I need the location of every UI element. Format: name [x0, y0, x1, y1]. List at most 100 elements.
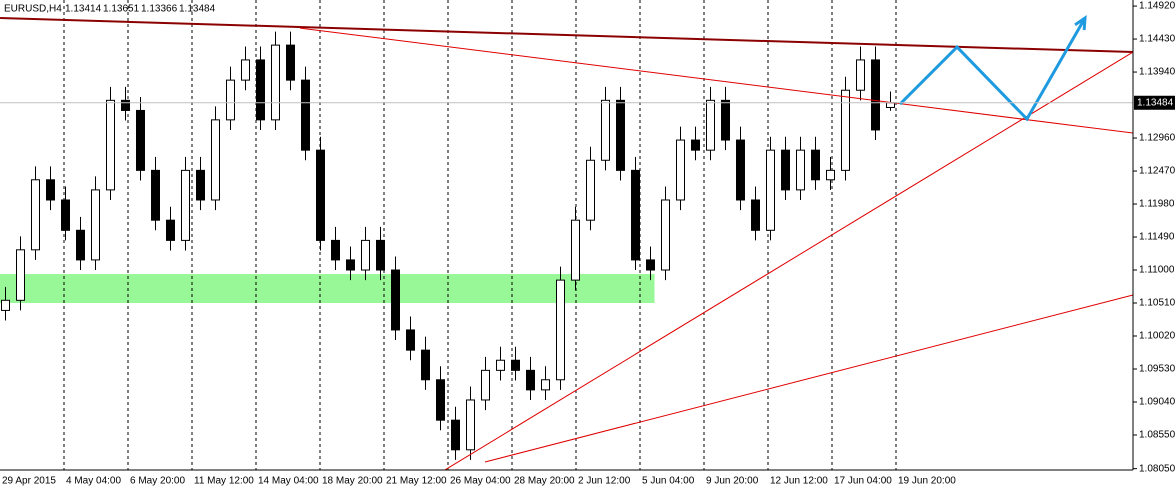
candle-body [856, 59, 865, 91]
x-tick-label: 18 May 20:00 [322, 476, 383, 487]
candle-body [76, 229, 85, 261]
candle-body [91, 189, 100, 261]
y-tick-label: 1.14920 [1139, 1, 1175, 12]
candle-body [301, 79, 310, 151]
candle-body [841, 89, 850, 171]
candle-body [106, 99, 115, 191]
candle-body [256, 59, 265, 121]
candle-body [16, 249, 25, 301]
x-tick-label: 26 May 04:00 [450, 476, 511, 487]
candle-body [616, 99, 625, 171]
candle-body [586, 159, 595, 221]
candle-body [601, 99, 610, 161]
y-tick-label: 1.09530 [1139, 364, 1175, 375]
candle-body [661, 199, 670, 271]
candle-body [271, 44, 280, 121]
candle-body [346, 259, 355, 271]
candle-body [886, 102, 895, 108]
x-tick-label: 28 May 20:00 [514, 476, 575, 487]
trend-line [0, 17, 1134, 54]
candle-body [706, 99, 715, 151]
candle-body [226, 79, 235, 121]
x-tick-label: 4 May 04:00 [66, 476, 121, 487]
x-tick-label: 5 Jun 04:00 [642, 476, 695, 487]
x-tick-label: 21 May 12:00 [386, 476, 447, 487]
candle-body [826, 169, 835, 181]
candle-body [181, 169, 190, 241]
candle-body [811, 149, 820, 181]
candle-body [451, 419, 460, 451]
arrow-head [1074, 15, 1087, 31]
candle-body [361, 239, 370, 271]
high-price: 1.13651 [103, 4, 140, 15]
y-tick-label: 1.09040 [1139, 397, 1175, 408]
candle-body [241, 59, 250, 81]
candle-body [376, 239, 385, 271]
candle-body [541, 379, 550, 391]
candle-body [121, 99, 130, 111]
candle-body [391, 269, 400, 331]
x-tick-label: 17 Jun 04:00 [834, 476, 892, 487]
low-price: 1.13366 [141, 4, 178, 15]
candle-body [691, 139, 700, 151]
y-tick-label: 1.12470 [1139, 166, 1175, 177]
x-tick-label: 6 May 20:00 [130, 476, 185, 487]
x-tick-label: 11 May 12:00 [194, 476, 254, 487]
candle-body [196, 169, 205, 201]
candle-body [316, 149, 325, 241]
trend-line [299, 27, 1134, 134]
y-tick-label: 1.11490 [1139, 232, 1175, 243]
trend-line [484, 294, 1134, 463]
y-tick-label: 1.13940 [1139, 67, 1175, 78]
candle-body [676, 139, 685, 201]
candle-body [646, 259, 655, 271]
candle-body [751, 199, 760, 231]
x-tick-label: 19 Jun 20:00 [898, 476, 956, 487]
candle-body [796, 149, 805, 191]
candle-body [721, 99, 730, 141]
candle-body [406, 329, 415, 351]
y-tick-label: 1.10020 [1139, 331, 1175, 342]
x-tick-label: 2 Jun 12:00 [578, 476, 631, 487]
y-tick-label: 1.14430 [1139, 34, 1175, 45]
candle-body [211, 119, 220, 201]
candle-body [421, 349, 430, 381]
candle-body [1, 299, 10, 311]
y-tick-label: 1.11980 [1139, 199, 1175, 210]
candle-body [526, 369, 535, 391]
y-tick-label: 1.11000 [1139, 265, 1175, 276]
candle-body [871, 59, 880, 131]
x-tick-label: 12 Jun 12:00 [770, 476, 828, 487]
candle-body [136, 109, 145, 171]
y-tick-label: 1.08050 [1139, 463, 1175, 474]
y-tick-label: 1.12960 [1139, 133, 1175, 144]
header: EURUSD,H4 1.13414 1.13651 1.13366 1.1348… [4, 4, 216, 15]
y-tick-label: 1.10510 [1139, 298, 1175, 309]
candle-body [466, 399, 475, 451]
symbol: EURUSD,H4 [4, 4, 62, 15]
candle-body [46, 179, 55, 201]
candle-body [511, 359, 520, 371]
candle-body [436, 379, 445, 421]
price-box [1134, 95, 1175, 110]
candle-body [481, 369, 490, 401]
candle-body [286, 44, 295, 81]
candle-body [166, 219, 175, 241]
trend-line [444, 51, 1134, 471]
candle-body [331, 239, 340, 261]
candle-body [631, 169, 640, 261]
x-tick-label: 29 Apr 2015 [2, 476, 56, 487]
candle-body [31, 179, 40, 251]
x-tick-label: 14 May 04:00 [258, 476, 319, 487]
support-zone [0, 274, 655, 304]
close-price: 1.13484 [179, 4, 216, 15]
candle-body [766, 149, 775, 231]
open-price: 1.13414 [65, 4, 102, 15]
trend-line [898, 17, 1087, 122]
candle-body [151, 169, 160, 221]
candle-body [556, 279, 565, 381]
price-label: 1.13484 [1137, 97, 1174, 108]
